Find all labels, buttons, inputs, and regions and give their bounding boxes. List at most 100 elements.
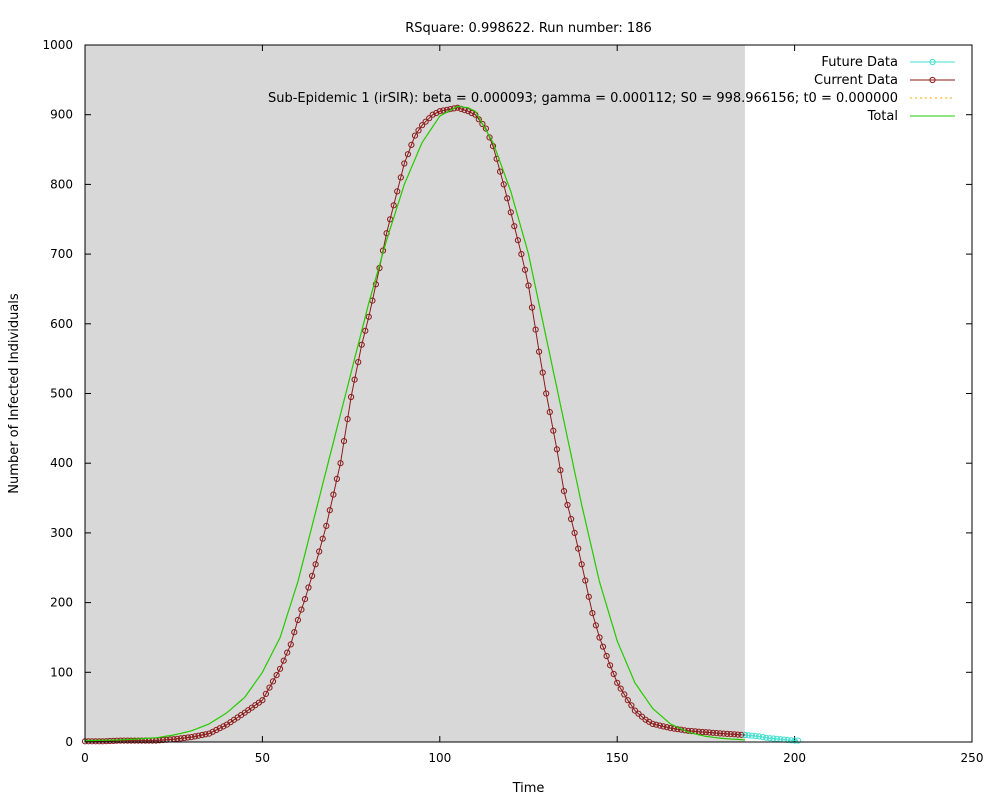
series-total-line: [84, 105, 745, 742]
current-data-point: [429, 111, 436, 118]
current-data-point: [284, 649, 291, 656]
current-data-point: [638, 713, 646, 720]
x-tick-label: 0: [81, 751, 89, 765]
current-data-point: [195, 732, 202, 739]
current-data-point: [199, 731, 206, 739]
current-data-point: [89, 738, 96, 745]
current-data-point: [521, 266, 529, 273]
current-data-point: [578, 561, 585, 568]
current-data-point: [436, 108, 443, 115]
current-data-point: [216, 725, 223, 732]
current-data-point: [614, 679, 621, 686]
current-data-point: [649, 720, 656, 728]
current-data-point: [504, 195, 511, 202]
current-data-point: [450, 105, 458, 112]
current-data-point: [124, 737, 131, 744]
current-data-point: [128, 737, 135, 744]
current-data-point: [621, 691, 628, 698]
current-data-point: [568, 515, 575, 523]
current-data-point: [177, 735, 184, 742]
current-data-point: [656, 722, 663, 729]
current-data-point: [507, 209, 514, 216]
future-data-point: [770, 735, 777, 742]
current-data-point: [348, 393, 355, 401]
current-data-point: [184, 734, 191, 741]
current-data-point: [394, 188, 401, 195]
current-data-point: [706, 729, 713, 736]
plot-frame: [84, 44, 973, 743]
legend-label: Total: [867, 109, 898, 124]
current-data-point: [663, 724, 671, 731]
current-data-point: [181, 734, 188, 742]
chart-title: RSquare: 0.998622. Run number: 186: [405, 21, 652, 36]
current-data-point: [397, 174, 404, 181]
x-tick-label: 200: [783, 751, 806, 765]
current-data-point: [277, 665, 284, 672]
current-data-point: [585, 593, 592, 600]
legend-entry: Total: [867, 109, 955, 124]
future-data-point: [784, 736, 791, 744]
legend-marker: [929, 76, 936, 84]
current-data-point: [419, 122, 426, 129]
x-axis-title: Time: [512, 781, 545, 796]
current-data-point: [408, 141, 415, 148]
current-data-point: [592, 622, 600, 629]
current-data-point: [298, 606, 305, 613]
y-tick-label: 1000: [42, 38, 73, 52]
current-data-point: [564, 501, 571, 509]
y-tick-label: 800: [50, 177, 73, 191]
current-data-point: [291, 629, 298, 636]
current-data-point: [174, 735, 181, 742]
current-data-point: [340, 438, 348, 445]
current-data-point: [202, 731, 209, 738]
fitting-window-shade: [85, 45, 745, 742]
current-data-point: [422, 118, 429, 125]
future-data-point: [748, 732, 756, 739]
current-data-point: [486, 134, 493, 141]
current-data-point: [599, 643, 607, 650]
current-data-point: [316, 548, 323, 555]
current-data-point: [511, 223, 518, 230]
legend-entry: Sub-Epidemic 1 (irSIR): beta = 0.000093;…: [268, 91, 955, 106]
legend: Future Data Current Data Sub-Epidemic 1 (i…: [268, 55, 955, 124]
current-data-point: [259, 697, 266, 704]
current-data-point: [546, 409, 553, 416]
current-data-point: [96, 738, 103, 745]
current-data-point: [713, 730, 720, 737]
current-data-point: [582, 577, 589, 584]
x-tick-label: 50: [255, 751, 270, 765]
current-data-point: [497, 168, 504, 175]
current-data-point: [323, 522, 330, 530]
current-data-point: [188, 734, 195, 741]
current-data-point: [514, 237, 522, 244]
y-tick-label: 400: [50, 456, 73, 470]
future-data-point: [752, 733, 759, 740]
current-data-point: [557, 467, 564, 474]
current-data-point: [724, 730, 731, 738]
current-data-point: [635, 710, 642, 717]
series-current-data-line: [85, 107, 745, 742]
current-data-point: [358, 341, 365, 348]
current-data-point: [333, 475, 340, 482]
current-data-point: [518, 251, 525, 258]
current-data-point: [262, 690, 269, 698]
current-data-point: [92, 738, 99, 745]
current-data-point: [720, 730, 727, 737]
current-data-point: [543, 390, 550, 397]
current-data-point: [731, 731, 738, 738]
current-data-point: [191, 733, 199, 740]
current-data-point: [344, 416, 351, 423]
future-data-point: [759, 734, 766, 741]
future-data-point: [745, 732, 752, 739]
current-data-point: [415, 127, 422, 134]
current-data-point: [734, 731, 741, 738]
legend-entry: Future Data: [821, 55, 955, 70]
x-tick-label: 250: [961, 751, 984, 765]
current-data-point: [610, 670, 617, 678]
current-data-point: [319, 535, 326, 542]
future-data-point: [763, 734, 770, 741]
current-data-point: [312, 561, 319, 568]
current-data-point: [468, 109, 475, 117]
current-data-point: [294, 616, 301, 624]
